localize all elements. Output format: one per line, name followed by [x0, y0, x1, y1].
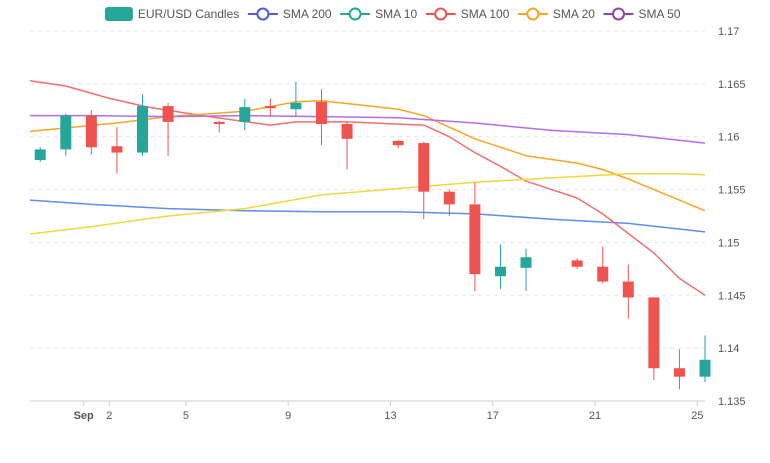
legend-marker [612, 7, 625, 21]
legend-swatch [104, 7, 133, 21]
y-tick-label: 1.15 [718, 237, 739, 249]
y-tick-label: 1.135 [718, 396, 746, 408]
candle-up [239, 98, 251, 131]
candle-down [622, 264, 634, 319]
y-tick-label: 1.16 [718, 132, 739, 144]
candle-up [699, 335, 711, 382]
candle-down [443, 189, 455, 216]
candle-down [213, 120, 225, 133]
legend-label: SMA 100 [461, 7, 510, 21]
candle-up [34, 147, 46, 163]
x-tick-label: 13 [384, 410, 396, 422]
legend-marker [434, 7, 448, 21]
sma20-line [29, 100, 706, 212]
legend-label: EUR/USD Candles [138, 7, 239, 21]
y-tick-label: 1.17 [718, 26, 739, 38]
candle-body [85, 115, 97, 148]
x-tick-label: 21 [589, 410, 601, 422]
legend-item-sma50[interactable]: SMA 50 [603, 7, 681, 21]
legend-item-sma200[interactable]: SMA 200 [247, 7, 332, 21]
candle-body [162, 106, 174, 122]
candle-down [111, 127, 123, 174]
x-tick-label: 2 [106, 410, 112, 422]
axis-layer: 1.17 1.165 1.16 1.155 1.15 1.145 1.14 1.135 Sep 2… [30, 26, 746, 422]
candle-body [111, 146, 123, 153]
candle-up [60, 113, 72, 156]
grid-layer [30, 30, 705, 349]
candle-down [597, 246, 609, 284]
candle-up [520, 248, 532, 292]
candle-body [34, 149, 46, 160]
candle-up [290, 81, 302, 116]
candle-body [648, 297, 660, 369]
y-tick-label: 1.14 [718, 343, 739, 355]
candle-body [239, 107, 251, 122]
candle-down [315, 89, 327, 146]
legend-item-sma20[interactable]: SMA 20 [517, 7, 595, 21]
legend-label: SMA 20 [553, 7, 595, 21]
legend-item-candles[interactable]: EUR/USD Candles [104, 7, 239, 21]
y-tick-label: 1.165 [718, 79, 746, 91]
candle-body [137, 106, 148, 153]
candle-body [315, 101, 327, 125]
sma200-line [29, 199, 706, 233]
candle-body [494, 266, 506, 277]
candle-body [699, 359, 711, 377]
candle-down [264, 98, 276, 117]
y-tick-label: 1.145 [718, 290, 746, 302]
x-tick-label: 25 [691, 410, 703, 422]
legend-label: SMA 200 [283, 7, 332, 21]
candle-body [622, 281, 634, 298]
candle-down [571, 258, 583, 269]
candle-down [418, 142, 430, 220]
candle-down [162, 102, 174, 156]
candle-body [418, 143, 430, 192]
legend-item-sma10[interactable]: SMA 10 [340, 7, 417, 21]
candle-body [571, 260, 583, 267]
candle-body [213, 121, 225, 125]
legend-marker [348, 7, 362, 21]
legend-item-sma100[interactable]: SMA 100 [425, 7, 510, 21]
candle-body [60, 115, 72, 150]
candle-down [85, 110, 97, 155]
candle-down [341, 121, 353, 170]
candle-down [648, 297, 660, 380]
x-tick-label: Sep [74, 410, 94, 422]
candle-body [392, 140, 404, 146]
candle-up [137, 94, 148, 156]
y-tick-label: 1.155 [718, 185, 746, 197]
legend-label: SMA 50 [639, 7, 681, 21]
sma10-line [29, 172, 706, 235]
candle-down [392, 139, 404, 149]
x-tick-label: 5 [183, 410, 189, 422]
legend-marker [526, 7, 540, 21]
candle-body [673, 368, 685, 377]
series-layer [29, 79, 706, 296]
legend-label: SMA 10 [375, 7, 417, 21]
candle-body [341, 124, 353, 139]
x-tick-label: 17 [487, 410, 499, 422]
legend: EUR/USD Candles SMA 200 SMA 10 SMA 100 SMA 2… [104, 7, 681, 21]
legend-marker [256, 7, 270, 21]
sma100-line [29, 79, 706, 296]
x-tick-label: 9 [285, 410, 291, 422]
candle-layer [34, 81, 711, 390]
candle-body [520, 257, 532, 268]
candle-down [469, 182, 481, 292]
candle-body [469, 204, 481, 275]
candle-body [597, 266, 609, 282]
candle-body [264, 106, 276, 109]
candle-down [673, 349, 685, 390]
candle-body [443, 191, 455, 205]
candle-body [290, 102, 302, 110]
candle-up [494, 244, 506, 289]
sma50-line [30, 114, 706, 144]
